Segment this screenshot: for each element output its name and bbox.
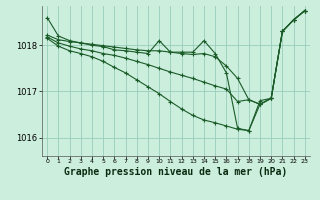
X-axis label: Graphe pression niveau de la mer (hPa): Graphe pression niveau de la mer (hPa)	[64, 167, 288, 177]
